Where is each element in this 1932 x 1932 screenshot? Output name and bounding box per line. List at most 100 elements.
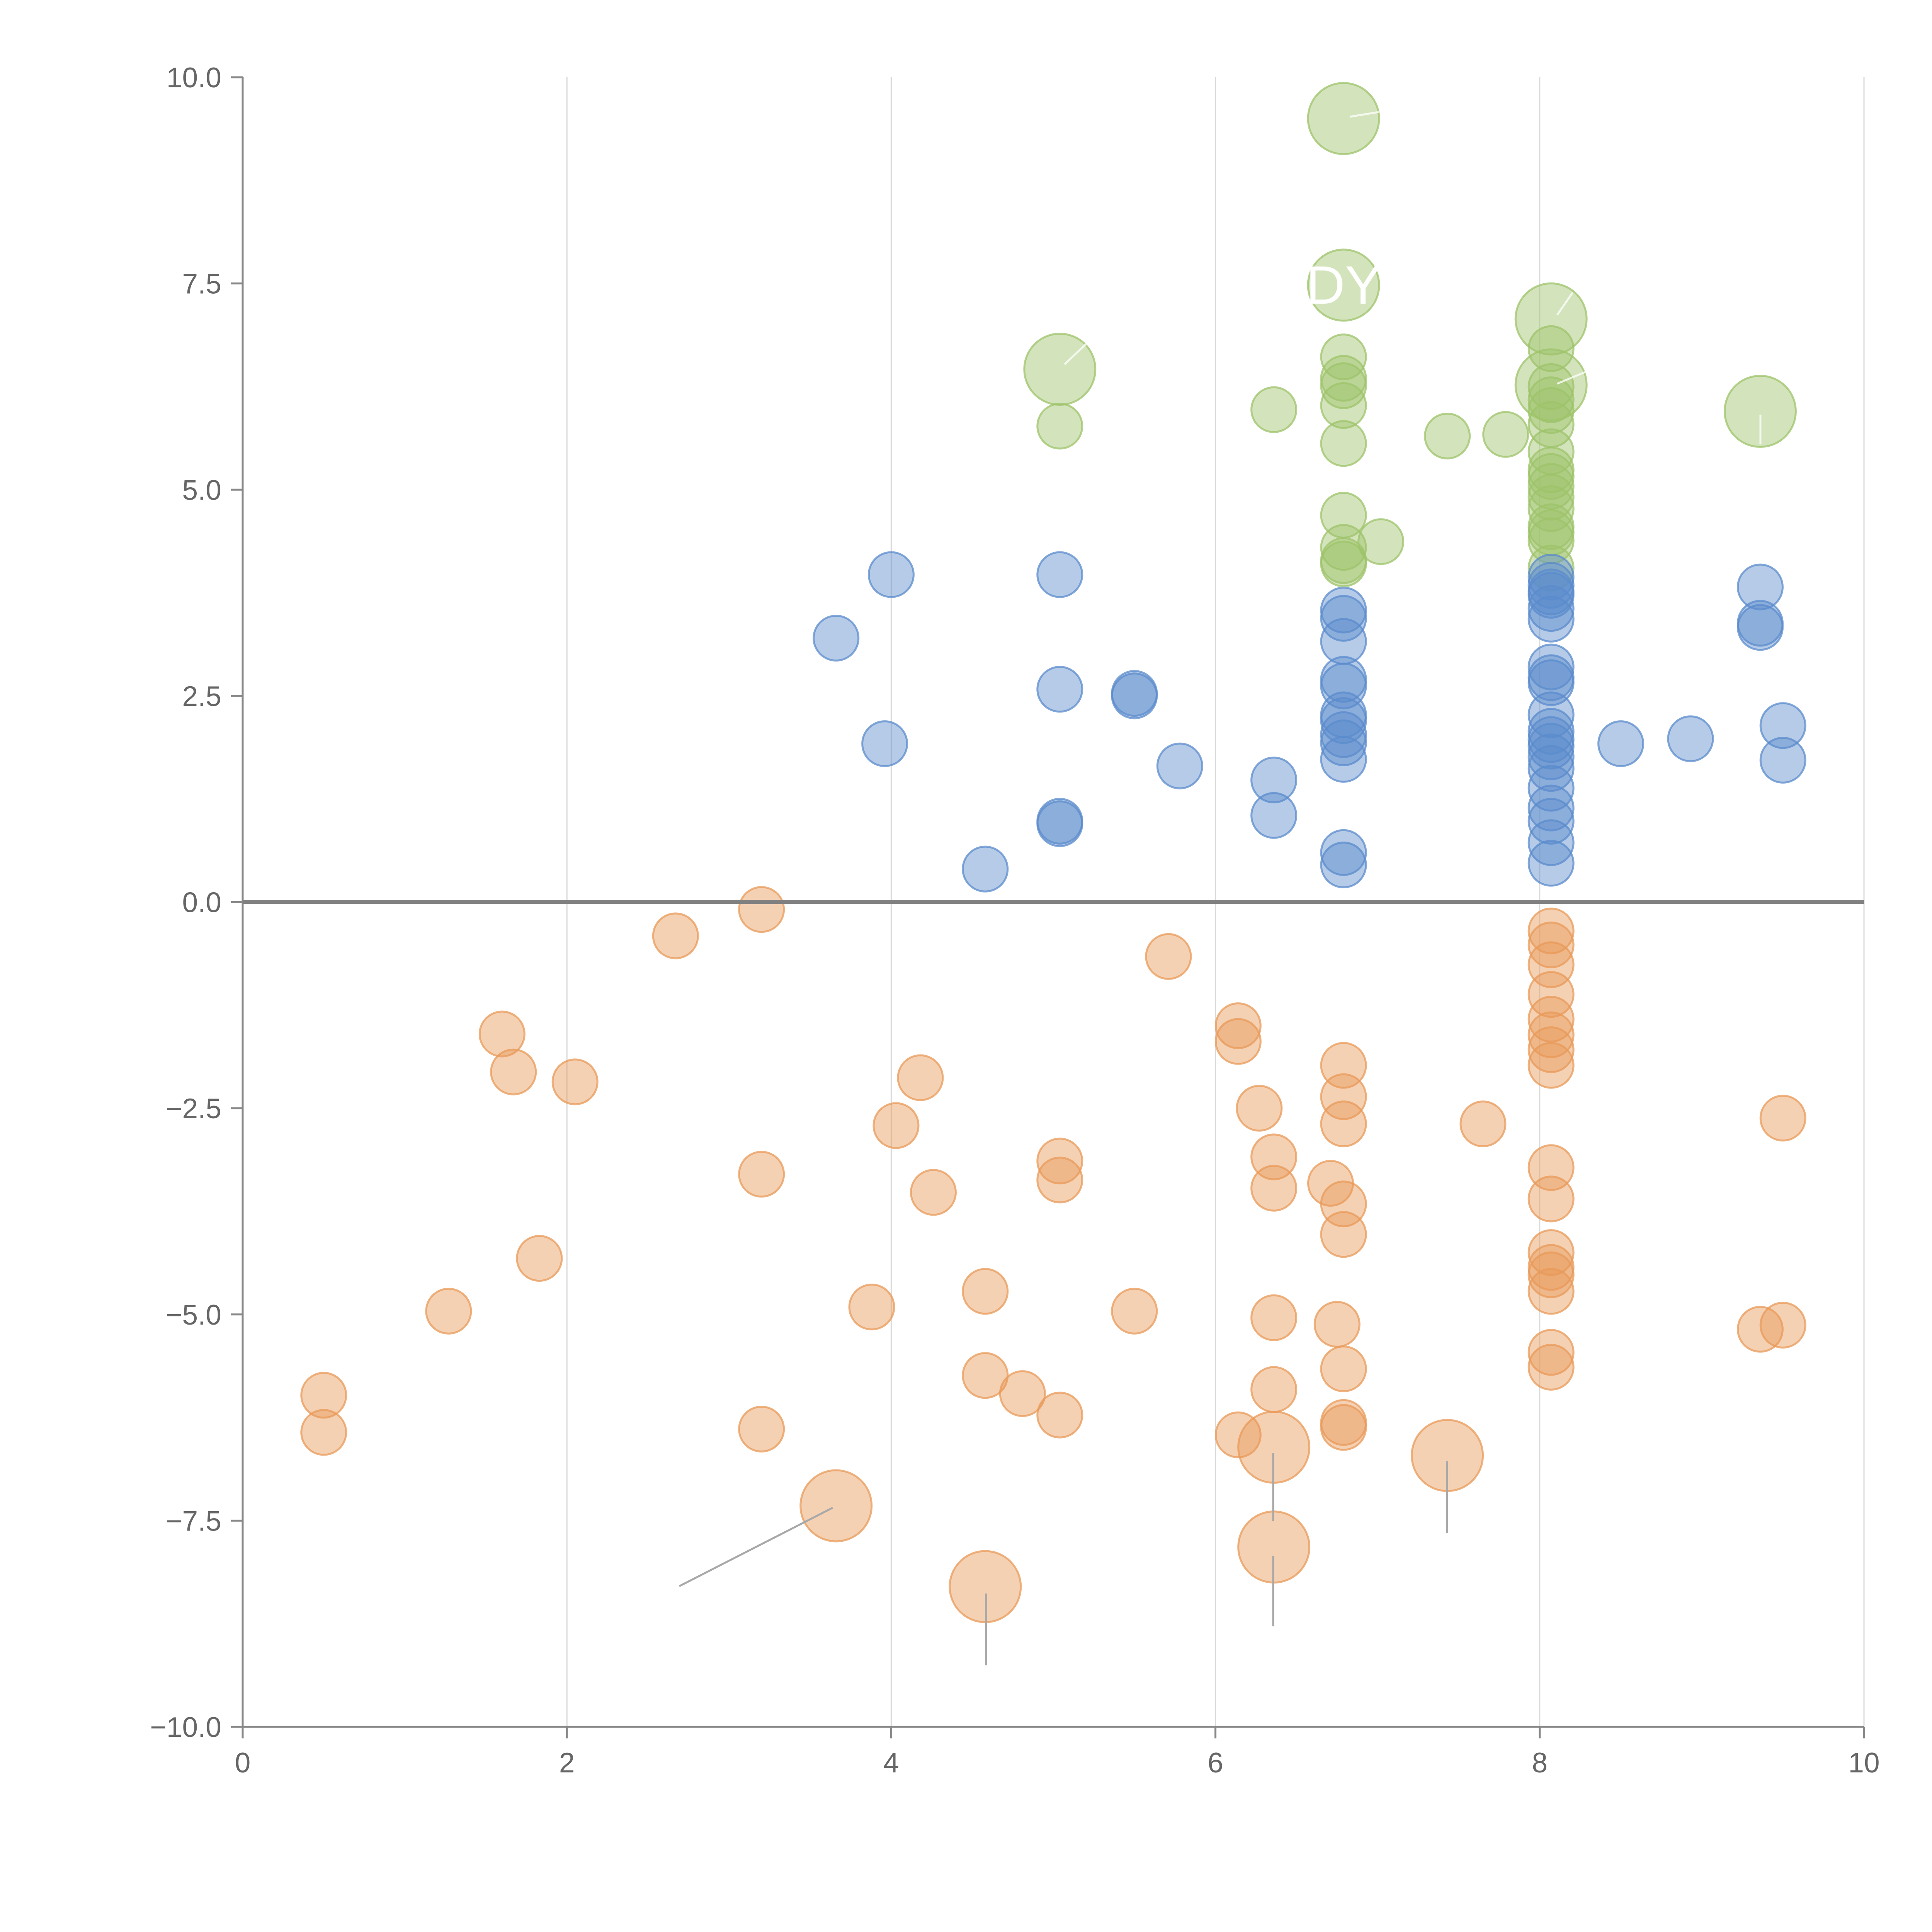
data-point [1320,1100,1367,1148]
x-tick-label: 2 [559,1747,575,1779]
data-point [1527,971,1575,1018]
data-point [1759,1095,1806,1142]
data-point [1482,411,1529,458]
data-point [1320,420,1367,467]
x-tick-label: 6 [1208,1747,1223,1779]
data-point [1250,1366,1298,1413]
data-point [813,614,860,662]
y-tick-label: −7.5 [166,1505,221,1537]
x-tick-label: 8 [1532,1747,1548,1779]
data-point [1250,757,1298,804]
data-point [1527,784,1575,832]
label-layer: DY [1306,255,1381,315]
data-point [1313,1301,1361,1348]
data-point [1250,1294,1298,1341]
data-point [1036,666,1083,713]
data-point [1736,563,1784,611]
data-point [1111,1287,1158,1335]
data-point [1527,595,1575,643]
data-point [1320,1073,1367,1120]
data-point [1036,551,1083,598]
data-point [1320,662,1367,709]
data-point [1527,840,1575,887]
data-point [738,1405,785,1452]
data-point [1527,1344,1575,1391]
data-point [1320,524,1367,571]
data-point [897,1054,944,1101]
data-point [1723,374,1797,448]
data-point [1527,376,1575,423]
data-point [861,720,908,767]
callout-line [1557,371,1585,385]
data-point [1527,585,1575,632]
data-point [425,1287,472,1335]
data-point [1527,1026,1575,1073]
y-tick-label: 5.0 [182,474,221,506]
data-point [738,1151,785,1198]
data-point [1036,800,1083,847]
data-point [1527,643,1575,690]
data-point [872,1102,920,1149]
data-point [1214,1002,1262,1049]
data-point [867,551,915,598]
data-point [1527,745,1575,792]
data-point [300,1372,347,1419]
data-point [1759,702,1806,749]
point-layer [300,82,1806,1623]
data-point [1320,1345,1367,1393]
y-tick-label: 10.0 [167,62,221,94]
data-point [1320,382,1367,429]
y-tick-label: 7.5 [182,269,221,300]
data-point [1320,736,1367,783]
data-point [1527,819,1575,866]
data-point [478,1010,526,1058]
data-point [1514,282,1588,355]
data-point [551,1058,599,1105]
data-point [652,912,699,959]
data-point [1320,1404,1367,1451]
data-point [1036,1156,1083,1204]
data-point [1424,413,1471,460]
x-tick-label: 10 [1848,1747,1879,1779]
data-point [1527,453,1575,500]
data-point [1320,540,1367,587]
data-point [999,1370,1046,1417]
y-tick-label: −5.0 [166,1299,221,1331]
data-point [1527,907,1575,954]
data-point [1250,386,1298,433]
data-point [1307,248,1380,322]
data-point [1759,1301,1806,1349]
data-point [1145,933,1192,980]
data-point [848,1284,895,1331]
data-point [1459,1100,1507,1148]
data-point [300,1409,347,1456]
data-point [1320,1211,1367,1258]
y-tick-label: −10.0 [150,1712,221,1743]
data-point [1307,82,1380,155]
data-point [1214,1411,1262,1458]
data-point [1320,829,1367,876]
data-point [1357,518,1405,565]
data-point [1527,765,1575,812]
data-point [1320,841,1367,888]
data-point [1036,403,1083,450]
y-tick-label: 2.5 [182,681,221,712]
data-point [1667,715,1714,762]
y-tick-label: −2.5 [166,1093,221,1124]
data-point [1111,672,1158,719]
data-point [1250,1165,1298,1212]
data-point [1527,921,1575,968]
callout-line [1556,292,1574,316]
data-point [1759,736,1806,784]
data-point [1514,348,1588,422]
x-tick-label: 0 [235,1747,251,1779]
data-point [1236,1085,1283,1132]
data-point [1527,1251,1575,1298]
data-point [516,1235,563,1282]
data-point [1527,485,1575,532]
data-point [1320,719,1367,767]
bubble-label: DY [1306,255,1381,315]
callout-line [679,1507,833,1587]
